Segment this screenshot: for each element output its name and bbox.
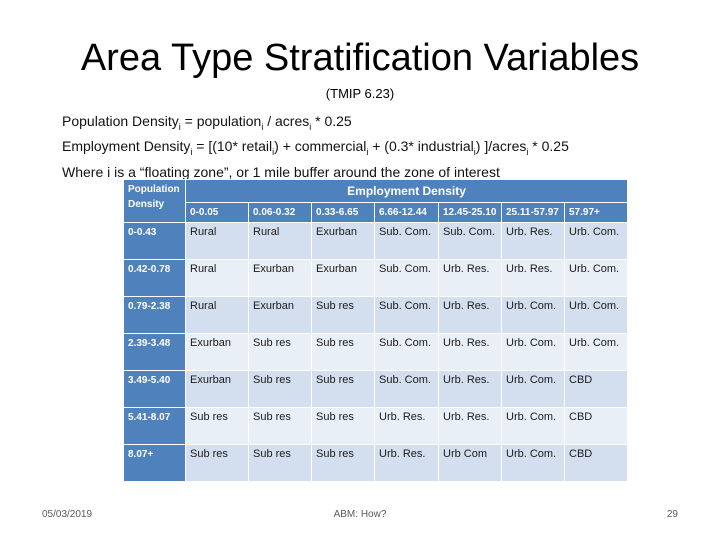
area-type-cell: Urb. Com. bbox=[563, 259, 629, 297]
area-type-cell: Urb. Com. bbox=[563, 296, 629, 334]
slide-subtitle: (TMIP 6.23) bbox=[325, 86, 395, 101]
area-type-cell: Urb. Res. bbox=[501, 222, 565, 260]
slide-title: Area Type Stratification Variables bbox=[80, 37, 640, 79]
population-range-label: 3.49-5.40 bbox=[123, 370, 186, 408]
area-type-cell: Urb. Res. bbox=[438, 296, 502, 334]
area-type-cell: Urb. Res. bbox=[438, 259, 502, 297]
employment-range-header: 0-0.05 bbox=[185, 202, 249, 223]
area-type-cell: Urb. Com. bbox=[501, 296, 565, 334]
footer-center-text: ABM: How? bbox=[333, 509, 387, 520]
employment-range-header: 0.06-0.32 bbox=[248, 202, 312, 223]
area-type-cell: Urb. Com. bbox=[501, 370, 565, 408]
area-type-cell: Exurban bbox=[185, 333, 249, 371]
table-row: 0.79-2.38 Rural Exurban Sub res Sub. Com. Urb… bbox=[123, 296, 629, 334]
area-type-cell: Sub. Com. bbox=[374, 296, 439, 334]
area-type-cell: Urb. Res. bbox=[438, 370, 502, 408]
population-density-header: Population Density bbox=[123, 179, 186, 223]
area-type-cell: Urb Com bbox=[438, 444, 502, 482]
employment-range-header: 57.97+ bbox=[563, 202, 629, 223]
table-row: 0-0.43 Rural Rural Exurban Sub. Com. Sub. Com… bbox=[123, 222, 629, 260]
table-row: 2.39-3.48 Exurban Sub res Sub res Sub. Com. U… bbox=[123, 333, 629, 371]
area-type-cell: Exurban bbox=[311, 222, 375, 260]
population-range-label: 0-0.43 bbox=[123, 222, 186, 260]
area-type-cell: Urb. Com. bbox=[501, 333, 565, 371]
area-type-cell: Sub. Com. bbox=[374, 222, 439, 260]
area-type-cell: Sub res bbox=[311, 296, 375, 334]
table-row: 5.41-8.07 Sub res Sub res Sub res Urb. Res. U… bbox=[123, 407, 629, 445]
area-type-cell: Sub res bbox=[311, 444, 375, 482]
area-type-cell: Urb. Com. bbox=[501, 444, 565, 482]
area-type-cell: Urb. Res. bbox=[374, 407, 439, 445]
table-row: 0.42-0.78 Rural Exurban Exurban Sub. Com. Urb… bbox=[123, 259, 629, 297]
area-type-cell: Sub. Com. bbox=[374, 259, 439, 297]
area-type-cell: Rural bbox=[185, 259, 249, 297]
area-type-cell: CBD bbox=[563, 444, 629, 482]
area-type-cell: Exurban bbox=[248, 296, 312, 334]
population-range-label: 5.41-8.07 bbox=[123, 407, 186, 445]
table-header-row-1: Population Density Employment Density bbox=[123, 179, 629, 223]
footer-date: 05/03/2019 bbox=[42, 509, 93, 520]
area-type-cell: Exurban bbox=[185, 370, 249, 408]
area-type-cell: Urb. Res. bbox=[501, 259, 565, 297]
area-type-cell: Rural bbox=[185, 222, 249, 260]
table-row: 3.49-5.40 Exurban Sub res Sub res Sub. Com. U… bbox=[123, 370, 629, 408]
area-type-cell: Urb. Res. bbox=[438, 407, 502, 445]
formula-block: Population Densityi = populationi / acre… bbox=[62, 112, 662, 182]
table-body: 0-0.43 Rural Rural Exurban Sub. Com. Sub. Com… bbox=[123, 222, 629, 482]
area-type-cell: Sub res bbox=[185, 407, 249, 445]
table-row: 8.07+ Sub res Sub res Sub res Urb. Res. Urb C… bbox=[123, 444, 629, 482]
area-type-cell: Rural bbox=[248, 222, 312, 260]
area-type-cell: CBD bbox=[563, 407, 629, 445]
area-type-cell: Sub res bbox=[311, 370, 375, 408]
employment-range-header: 25.11-57.97 bbox=[501, 202, 565, 223]
area-type-cell: Urb. Res. bbox=[374, 444, 439, 482]
area-type-cell: Sub. Com. bbox=[438, 222, 502, 260]
slide-number: 29 bbox=[666, 509, 678, 520]
employment-range-header: 6.66-12.44 bbox=[374, 202, 439, 223]
area-type-cell: Urb. Com. bbox=[501, 407, 565, 445]
area-type-cell: CBD bbox=[563, 370, 629, 408]
area-type-cell: Urb. Com. bbox=[563, 222, 629, 260]
area-type-cell: Sub res bbox=[248, 407, 312, 445]
area-type-cell: Sub. Com. bbox=[374, 370, 439, 408]
employment-density-formula: Employment Densityi = [(10* retaili) + c… bbox=[62, 138, 569, 158]
population-range-label: 0.42-0.78 bbox=[123, 259, 186, 297]
area-type-cell: Urb. Res. bbox=[438, 333, 502, 371]
population-range-label: 0.79-2.38 bbox=[123, 296, 186, 334]
area-type-cell: Rural bbox=[185, 296, 249, 334]
area-type-cell: Sub res bbox=[248, 370, 312, 408]
employment-range-header: 12.45-25.10 bbox=[438, 202, 502, 223]
area-type-table: Population Density Employment Density 0-… bbox=[123, 179, 629, 482]
area-type-cell: Sub. Com. bbox=[374, 333, 439, 371]
employment-range-header: 0.33-6.65 bbox=[311, 202, 375, 223]
area-type-cell: Sub res bbox=[248, 444, 312, 482]
population-density-formula: Population Densityi = populationi / acre… bbox=[62, 113, 352, 132]
area-type-cell: Sub res bbox=[185, 444, 249, 482]
area-type-cell: Exurban bbox=[311, 259, 375, 297]
table-header-row-2: 0-0.05 0.06-0.32 0.33-6.65 6.66-12.44 12.45-… bbox=[124, 202, 629, 223]
floating-zone-note: Where i is a “floating zone”, or 1 mile … bbox=[62, 163, 500, 180]
area-type-cell: Sub res bbox=[311, 333, 375, 371]
area-type-cell: Urb. Com. bbox=[563, 333, 629, 371]
area-type-cell: Sub res bbox=[311, 407, 375, 445]
population-range-label: 2.39-3.48 bbox=[123, 333, 186, 371]
employment-density-header: Employment Density bbox=[184, 179, 629, 203]
area-type-cell: Exurban bbox=[248, 259, 312, 297]
population-range-label: 8.07+ bbox=[123, 444, 186, 482]
area-type-cell: Sub res bbox=[248, 333, 312, 371]
